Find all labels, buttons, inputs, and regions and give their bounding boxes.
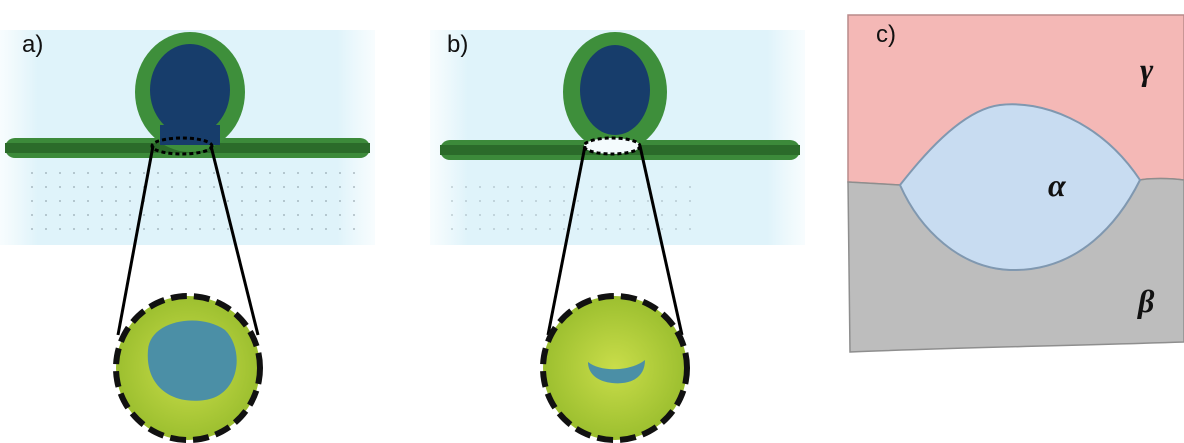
phase-label: β (1137, 283, 1155, 319)
pore (148, 320, 237, 400)
panel-a: a) (0, 30, 375, 440)
panel-label: b) (447, 31, 468, 58)
phase-label: α (1048, 167, 1067, 203)
panel-b: b) (430, 30, 805, 440)
vesicle-core (580, 45, 650, 135)
solvent-particles (20, 160, 360, 240)
zoom-region (584, 138, 640, 154)
vesicle-core (150, 44, 230, 136)
phase-label: γ (1140, 51, 1154, 87)
panel-label: a) (22, 31, 43, 58)
zoom-circle (543, 296, 687, 440)
panel-c: c) γ α β (848, 15, 1184, 352)
solvent-particles (450, 180, 700, 230)
figure: a) b) c) γ α β (0, 0, 1184, 443)
panel-label: c) (876, 21, 896, 48)
vesicle-neck (160, 125, 220, 145)
